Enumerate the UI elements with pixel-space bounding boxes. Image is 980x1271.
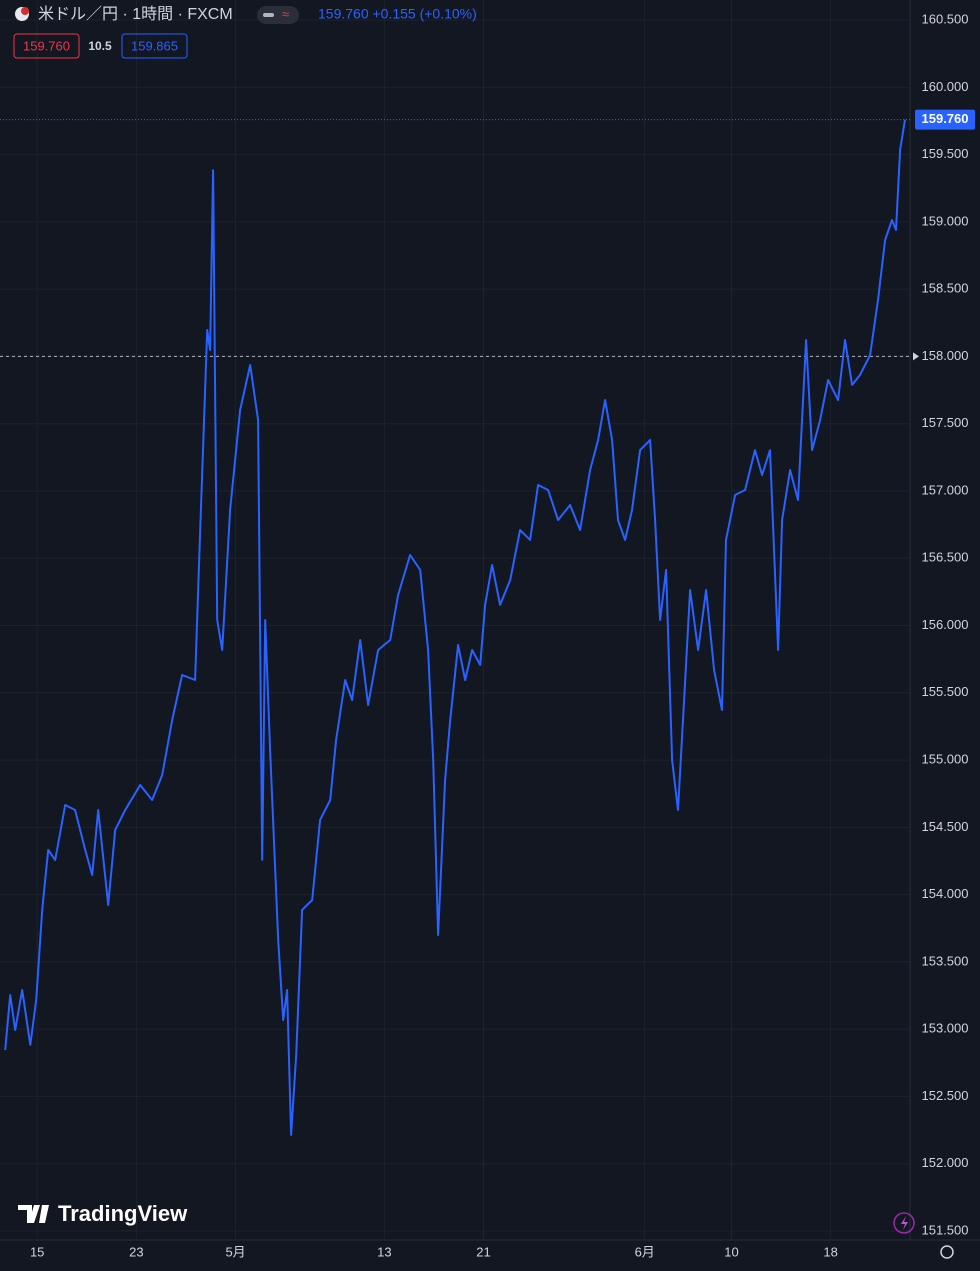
status-pill[interactable] xyxy=(257,6,299,24)
y-tick-label: 155.500 xyxy=(922,684,969,699)
y-tick-label: 159.500 xyxy=(922,146,969,161)
y-tick-label: 153.500 xyxy=(922,953,969,968)
ask: 159.865 xyxy=(131,38,178,53)
y-tick-label: 160.000 xyxy=(922,79,969,94)
x-tick-label: 23 xyxy=(129,1244,143,1259)
status-approx: ≈ xyxy=(282,6,289,21)
flag-icon-sun xyxy=(21,7,29,15)
x-tick-label: 13 xyxy=(377,1244,391,1259)
last-price-tag xyxy=(915,109,975,130)
y-tick-label: 156.000 xyxy=(922,617,969,632)
y-tick-label: 152.500 xyxy=(922,1088,969,1103)
bid: 159.760 xyxy=(23,38,70,53)
spread: 10.5 xyxy=(88,39,112,53)
y-tick-label: 151.500 xyxy=(922,1222,969,1237)
y-tick-label: 156.500 xyxy=(922,550,969,565)
lightning-button[interactable] xyxy=(893,1212,915,1234)
y-tick-label: 158.000 xyxy=(922,348,969,363)
y-tick-label: 154.000 xyxy=(922,886,969,901)
logo-mark xyxy=(18,1205,49,1223)
watermark: TradingView xyxy=(58,1201,188,1226)
ask-box[interactable] xyxy=(121,33,188,59)
lightning-icon xyxy=(901,1216,908,1230)
y-tick-label: 155.000 xyxy=(922,752,969,767)
price-line xyxy=(4,119,906,1136)
x-tick-label: 5月 xyxy=(225,1244,245,1259)
y-tick-label: 160.500 xyxy=(922,11,969,26)
x-tick-label: 21 xyxy=(476,1244,490,1259)
bid-box[interactable] xyxy=(13,33,80,59)
y-tick-label: 152.000 xyxy=(922,1155,969,1170)
title: 米ドル／円 · 1時間 · FXCM xyxy=(38,5,233,23)
header: 米ドル／円 · 1時間 · FXCM ≈ 159.760 +0.155 (+0.… xyxy=(13,5,477,59)
y-tick-label: 157.500 xyxy=(922,415,969,430)
y-tick-label: 154.500 xyxy=(922,819,969,834)
x-tick-label: 18 xyxy=(823,1244,837,1259)
logo: TradingView xyxy=(18,1201,188,1226)
y-tick-label: 158.500 xyxy=(922,281,969,296)
y-tick-label: 157.000 xyxy=(922,482,969,497)
x-tick-label: 10 xyxy=(724,1244,738,1259)
x-tick-label: 6月 xyxy=(635,1244,655,1259)
quote: 159.760 +0.155 (+0.10%) xyxy=(318,6,477,22)
settings-button[interactable] xyxy=(940,1245,954,1259)
x-tick-label: 15 xyxy=(30,1244,44,1259)
last-price-label: 159.760 xyxy=(922,111,969,126)
status-dash xyxy=(263,13,274,17)
y-tick-label: 153.000 xyxy=(922,1021,969,1036)
reference-marker xyxy=(913,352,919,361)
y-tick-label: 159.000 xyxy=(922,213,969,228)
